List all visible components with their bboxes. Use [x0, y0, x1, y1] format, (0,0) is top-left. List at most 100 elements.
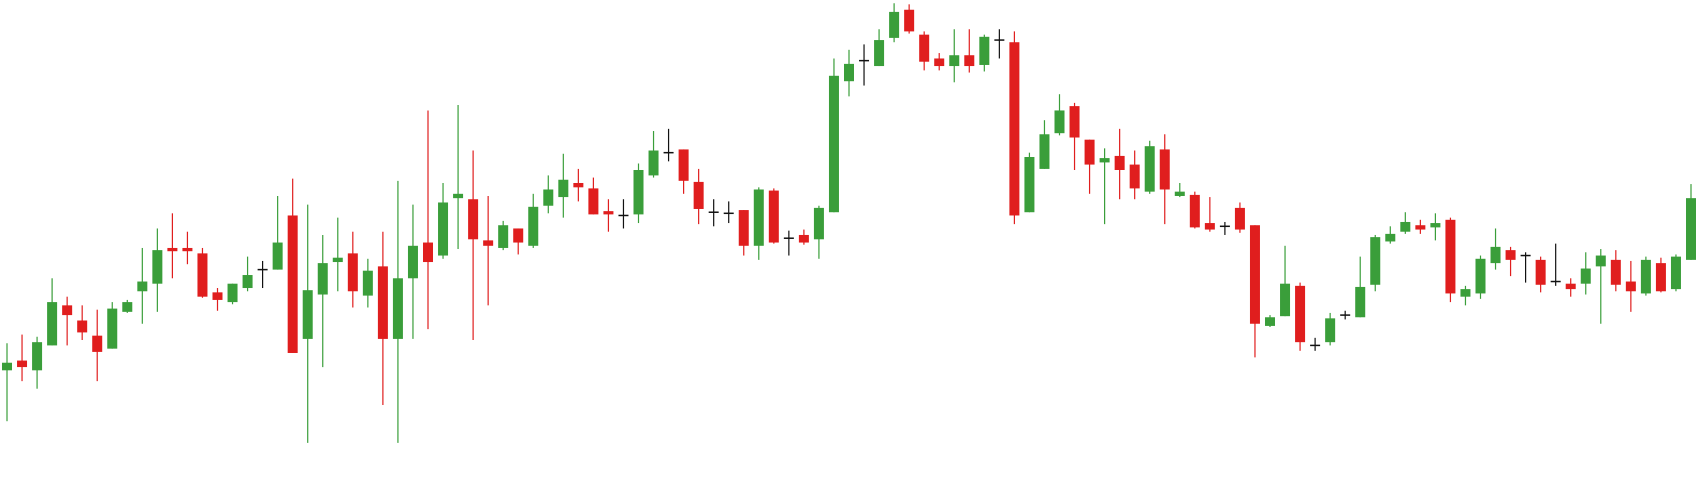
candle-body — [453, 193, 464, 199]
candle-body — [1039, 134, 1050, 169]
candle-body — [633, 169, 644, 215]
candle-body — [528, 206, 539, 246]
candle-body — [1084, 139, 1095, 165]
candle-body — [1295, 285, 1306, 343]
candle-body — [1355, 286, 1366, 318]
candle-body — [272, 242, 283, 270]
candle-body — [1234, 207, 1245, 230]
candle-body — [1580, 268, 1591, 284]
candle-body — [1640, 259, 1651, 294]
candle-body — [1610, 259, 1621, 285]
candle-body — [1099, 158, 1110, 163]
candle-body — [949, 55, 960, 67]
candle-body — [347, 253, 358, 292]
candle-body — [377, 266, 388, 339]
candle-body — [498, 225, 509, 248]
candle-body — [32, 342, 43, 371]
candle-body — [317, 263, 328, 295]
candle-body — [588, 188, 599, 215]
candle-body — [1655, 263, 1666, 292]
candle-body — [693, 181, 704, 209]
candle-body — [828, 75, 839, 213]
candle-body — [1189, 194, 1200, 228]
candle-body — [678, 149, 689, 181]
candle-body — [1249, 225, 1260, 324]
candle-body — [1204, 223, 1215, 230]
candle-body — [17, 360, 28, 368]
candle-body — [107, 308, 118, 349]
candle-body — [753, 189, 764, 246]
candle-body — [979, 36, 990, 65]
candle-body — [1280, 283, 1291, 317]
candle-body — [543, 189, 554, 206]
candle-body — [227, 283, 238, 303]
candle-body — [573, 182, 584, 188]
candle-body — [513, 228, 524, 243]
candle-body — [137, 281, 148, 292]
candle-body — [1054, 110, 1065, 134]
candle-body — [242, 275, 253, 289]
candle-body — [92, 335, 103, 352]
candle-body — [407, 245, 418, 279]
candle-body — [964, 55, 975, 67]
candle-body — [738, 210, 749, 246]
candle-body — [1400, 221, 1411, 232]
candle-body — [1686, 198, 1696, 260]
candle-body — [1069, 106, 1080, 138]
candle-body — [47, 302, 58, 346]
candle-body — [1174, 191, 1185, 196]
candle-body — [62, 305, 73, 316]
candle-body — [889, 11, 900, 38]
candle-body — [302, 290, 313, 339]
candle-body — [1475, 258, 1486, 294]
candle-body — [1505, 250, 1516, 260]
candle-body — [2, 362, 12, 371]
candle-body — [197, 253, 208, 297]
candle-body — [1415, 225, 1426, 230]
candle-body — [1670, 256, 1681, 290]
candle-body — [1370, 237, 1381, 285]
candle-body — [287, 215, 298, 353]
candle-body — [1595, 255, 1606, 267]
candle-body — [77, 320, 88, 333]
candle-body — [844, 63, 854, 82]
candle-body — [468, 199, 479, 240]
candle-body — [768, 190, 779, 243]
candle-body — [122, 302, 133, 312]
candle-body — [1625, 281, 1636, 292]
candle-body — [152, 250, 163, 284]
candle-body — [332, 257, 343, 263]
candle-body — [603, 211, 614, 215]
candle-body — [1445, 219, 1456, 294]
candle-body — [813, 207, 824, 240]
candle-body — [904, 9, 915, 32]
candle-body — [1009, 42, 1020, 216]
candle-body — [1325, 318, 1336, 343]
candle-body — [874, 40, 885, 67]
candle-body — [934, 58, 945, 67]
candle-body — [1385, 233, 1396, 242]
candle-body — [1114, 155, 1125, 170]
candle-body — [483, 240, 494, 246]
candle-body — [1024, 157, 1035, 213]
candle-body — [423, 242, 433, 263]
candle-body — [182, 247, 193, 252]
candle-body — [1430, 223, 1441, 228]
candle-body — [438, 202, 449, 256]
candle-body — [1144, 146, 1155, 192]
candle-body — [1129, 164, 1140, 189]
candle-body — [167, 247, 178, 252]
candle-body — [558, 179, 569, 198]
candle-body — [919, 34, 930, 62]
candle-body — [362, 270, 373, 296]
candle-body — [1490, 246, 1501, 264]
candle-body — [1535, 259, 1546, 285]
candle-body — [212, 292, 223, 300]
candle-body — [648, 150, 659, 176]
candle-body — [1159, 149, 1170, 190]
candle-body — [1460, 289, 1471, 297]
candle-body — [392, 278, 403, 339]
candle-body — [1265, 317, 1275, 326]
